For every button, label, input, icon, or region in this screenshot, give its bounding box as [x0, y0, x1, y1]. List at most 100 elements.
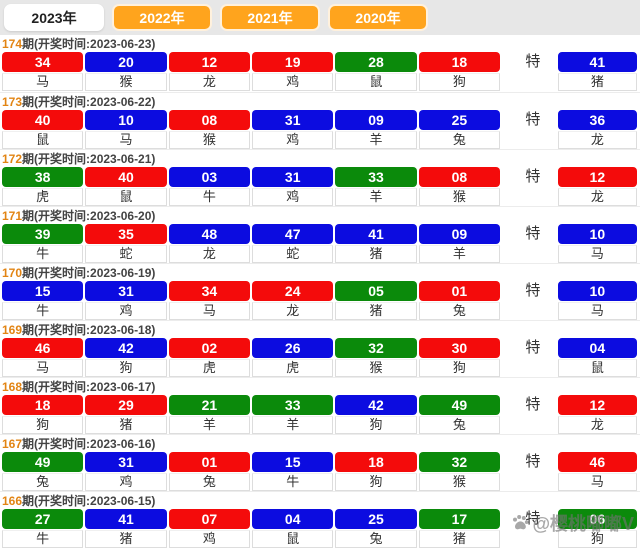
zodiac-label: 虎 [168, 359, 251, 377]
lottery-ball: 12 [557, 167, 638, 187]
ball-row: 46 马 42 狗 02 虎 26 虎 32 猴 30 狗特 04 鼠 [2, 338, 638, 377]
special-ball-group: 06 狗 [557, 509, 638, 548]
lottery-ball: 28 [335, 52, 417, 72]
ball-group: 17 猪 [418, 509, 501, 548]
lottery-ball: 21 [168, 395, 251, 415]
zodiac-label: 虎 [252, 359, 334, 377]
ball-group: 25 兔 [335, 509, 417, 548]
ball-group: 18 狗 [2, 395, 84, 434]
zodiac-label: 狗 [2, 416, 84, 434]
lottery-ball: 47 [252, 224, 334, 244]
draw-row: 168期(开奖时间:2023-06-17) 18 狗 29 猪 21 羊 33 羊 42 狗 49 兔… [0, 377, 640, 434]
lottery-ball: 34 [2, 52, 84, 72]
ball-group: 30 狗 [418, 338, 501, 377]
lottery-ball: 15 [252, 452, 334, 472]
year-tab-2023[interactable]: 2023年 [4, 4, 104, 31]
zodiac-label: 鸡 [252, 73, 334, 91]
ball-group: 08 猴 [418, 167, 501, 206]
issue-number: 173 [2, 95, 23, 109]
lottery-ball: 34 [168, 281, 251, 301]
draw-list: 174期(开奖时间:2023-06-23) 34 马 20 猴 12 龙 19 鸡 28 鼠 18 狗… [0, 35, 640, 548]
lottery-ball: 18 [418, 52, 501, 72]
lottery-ball: 10 [85, 110, 167, 130]
special-ball-group: 36 龙 [557, 110, 638, 149]
lottery-ball: 40 [85, 167, 167, 187]
draw-row-header: 173期(开奖时间:2023-06-22) [2, 95, 638, 109]
draw-row: 174期(开奖时间:2023-06-23) 34 马 20 猴 12 龙 19 鸡 28 鼠 18 狗… [0, 35, 640, 92]
ball-group: 35 蛇 [85, 224, 167, 263]
ball-group: 28 鼠 [335, 52, 417, 91]
zodiac-label: 猪 [557, 73, 638, 91]
lottery-ball: 46 [557, 452, 638, 472]
lottery-ball: 10 [557, 224, 638, 244]
ball-group: 01 兔 [168, 452, 251, 491]
year-tab-2021[interactable]: 2021年 [220, 4, 320, 31]
draw-row: 167期(开奖时间:2023-06-16) 49 兔 31 鸡 01 兔 15 牛 18 狗 32 猴… [0, 434, 640, 491]
ball-group: 32 猴 [335, 338, 417, 377]
draw-time-label: 期(开奖时间:2023-06-18) [22, 323, 156, 337]
zodiac-label: 蛇 [85, 245, 167, 263]
special-ball-group: 04 鼠 [557, 338, 638, 377]
lottery-ball: 24 [252, 281, 334, 301]
draw-row: 166期(开奖时间:2023-06-15) 27 牛 41 猪 07 鸡 04 鼠 25 兔 17 猪… [0, 491, 640, 548]
draw-row-header: 174期(开奖时间:2023-06-23) [2, 37, 638, 51]
year-tab-label: 2022年 [139, 9, 185, 26]
special-ball-group: 12 龙 [557, 395, 638, 434]
lottery-ball: 10 [557, 281, 638, 301]
ball-group: 02 虎 [168, 338, 251, 377]
issue-number: 170 [2, 266, 23, 280]
draw-time-label: 期(开奖时间:2023-06-16) [22, 437, 156, 451]
zodiac-label: 鼠 [252, 530, 334, 548]
zodiac-label: 龙 [557, 416, 638, 434]
issue-number: 174 [2, 37, 23, 51]
zodiac-label: 羊 [335, 131, 417, 149]
ball-group: 34 马 [168, 281, 251, 320]
ball-group: 18 狗 [335, 452, 417, 491]
lottery-ball: 20 [85, 52, 167, 72]
zodiac-label: 狗 [335, 473, 417, 491]
zodiac-label: 牛 [2, 530, 84, 548]
lottery-ball: 12 [557, 395, 638, 415]
zodiac-label: 虎 [2, 188, 84, 206]
lottery-ball: 04 [252, 509, 334, 529]
draw-time-label: 期(开奖时间:2023-06-17) [22, 380, 156, 394]
draw-row: 172期(开奖时间:2023-06-21) 38 虎 40 鼠 03 牛 31 鸡 33 羊 08 猴… [0, 149, 640, 206]
year-tab-2020[interactable]: 2020年 [328, 4, 428, 31]
lottery-ball: 27 [2, 509, 84, 529]
draw-row-header: 171期(开奖时间:2023-06-20) [2, 209, 638, 223]
zodiac-label: 猪 [335, 302, 417, 320]
zodiac-label: 羊 [335, 188, 417, 206]
lottery-ball: 02 [168, 338, 251, 358]
zodiac-label: 龙 [252, 302, 334, 320]
ball-group: 24 龙 [252, 281, 334, 320]
ball-row: 38 虎 40 鼠 03 牛 31 鸡 33 羊 08 猴 特 12 龙 [2, 167, 638, 206]
special-separator: 特 [525, 111, 541, 128]
zodiac-label: 牛 [168, 188, 251, 206]
zodiac-label: 牛 [2, 302, 84, 320]
issue-number: 166 [2, 494, 23, 508]
year-tab-2022[interactable]: 2022年 [112, 4, 212, 31]
zodiac-label: 猴 [418, 473, 501, 491]
special-ball-group: 12 龙 [557, 167, 638, 206]
lottery-ball: 40 [2, 110, 84, 130]
lottery-ball: 07 [168, 509, 251, 529]
ball-group: 33 羊 [335, 167, 417, 206]
special-separator: 特 [525, 396, 541, 413]
ball-group: 09 羊 [418, 224, 501, 263]
ball-group: 48 龙 [168, 224, 251, 263]
draw-row-header: 170期(开奖时间:2023-06-19) [2, 266, 638, 280]
zodiac-label: 狗 [418, 359, 501, 377]
ball-group: 42 狗 [85, 338, 167, 377]
ball-row: 40 鼠 10 马 08 猴 31 鸡 09 羊 25 兔 特 36 龙 [2, 110, 638, 149]
ball-group: 05 猪 [335, 281, 417, 320]
ball-group: 31 鸡 [85, 281, 167, 320]
zodiac-label: 马 [2, 73, 84, 91]
lottery-ball: 35 [85, 224, 167, 244]
ball-group: 34 马 [2, 52, 84, 91]
special-separator: 特 [525, 453, 541, 470]
ball-group: 27 牛 [2, 509, 84, 548]
ball-group: 07 鸡 [168, 509, 251, 548]
lottery-ball: 19 [252, 52, 334, 72]
zodiac-label: 马 [85, 131, 167, 149]
lottery-ball: 18 [335, 452, 417, 472]
